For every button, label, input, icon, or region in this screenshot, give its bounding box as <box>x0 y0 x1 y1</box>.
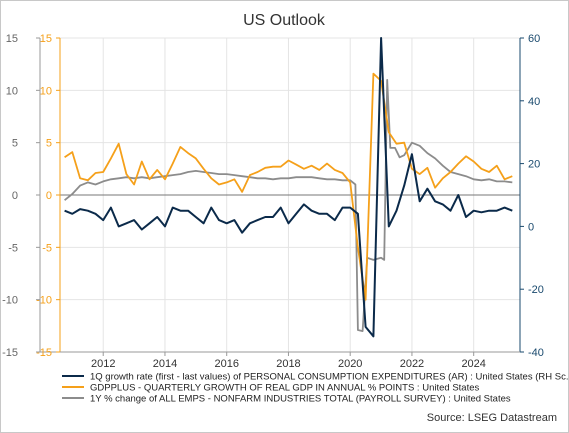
left-outer-tick-label: -5 <box>8 242 18 254</box>
left-inner-tick-label: 0 <box>46 190 52 202</box>
left-outer-tick-label: 5 <box>12 138 18 150</box>
x-tick-label: 2014 <box>153 358 177 370</box>
left-outer-tick-label: 0 <box>12 190 18 202</box>
legend-entry-3: 1Y % change of ALL EMPS - NONFARM INDUST… <box>90 394 511 405</box>
legend-entry-1: 1Q growth rate (first - last values) of … <box>90 372 569 383</box>
left-outer-tick-label: -10 <box>2 295 18 307</box>
series-line-2 <box>64 72 513 301</box>
left-inner-tick-label: 15 <box>40 33 52 45</box>
right-tick-label: 0 <box>528 221 534 233</box>
source-note: Source: LSEG Datastream <box>427 412 557 424</box>
right-tick-label: -20 <box>528 284 544 296</box>
right-tick-label: -40 <box>528 347 544 359</box>
x-tick-label: 2024 <box>461 358 485 370</box>
left-inner-tick-label: -5 <box>42 242 52 254</box>
series-line-3 <box>64 79 513 333</box>
left-outer-tick-label: -15 <box>2 347 18 359</box>
left-inner-tick-label: 5 <box>46 138 52 150</box>
legend: 1Q growth rate (first - last values) of … <box>62 372 569 405</box>
right-tick-label: 40 <box>528 96 540 108</box>
right-tick-label: 60 <box>528 33 540 45</box>
left-inner-tick-label: -15 <box>36 347 52 359</box>
x-tick-label: 2018 <box>276 358 300 370</box>
x-tick-label: 2020 <box>338 358 362 370</box>
left-outer-tick-label: 10 <box>6 85 18 97</box>
x-tick-label: 2016 <box>214 358 238 370</box>
legend-entry-2: GDPPLUS - QUARTERLY GROWTH OF REAL GDP I… <box>90 383 479 394</box>
series-line-1 <box>64 37 513 338</box>
x-tick-label: 2012 <box>91 358 115 370</box>
right-tick-label: 20 <box>528 159 540 171</box>
x-tick-label: 2022 <box>400 358 424 370</box>
chart-title: US Outlook <box>243 12 326 29</box>
plot-area: -15 -15 -10 -10 -5 -5 0 0 5 5 10 10 15 15 -40 -20 0 20 40 6… <box>2 33 544 370</box>
left-outer-tick-label: 15 <box>6 33 18 45</box>
left-inner-tick-label: -10 <box>36 295 52 307</box>
left-inner-tick-label: 10 <box>40 85 52 97</box>
